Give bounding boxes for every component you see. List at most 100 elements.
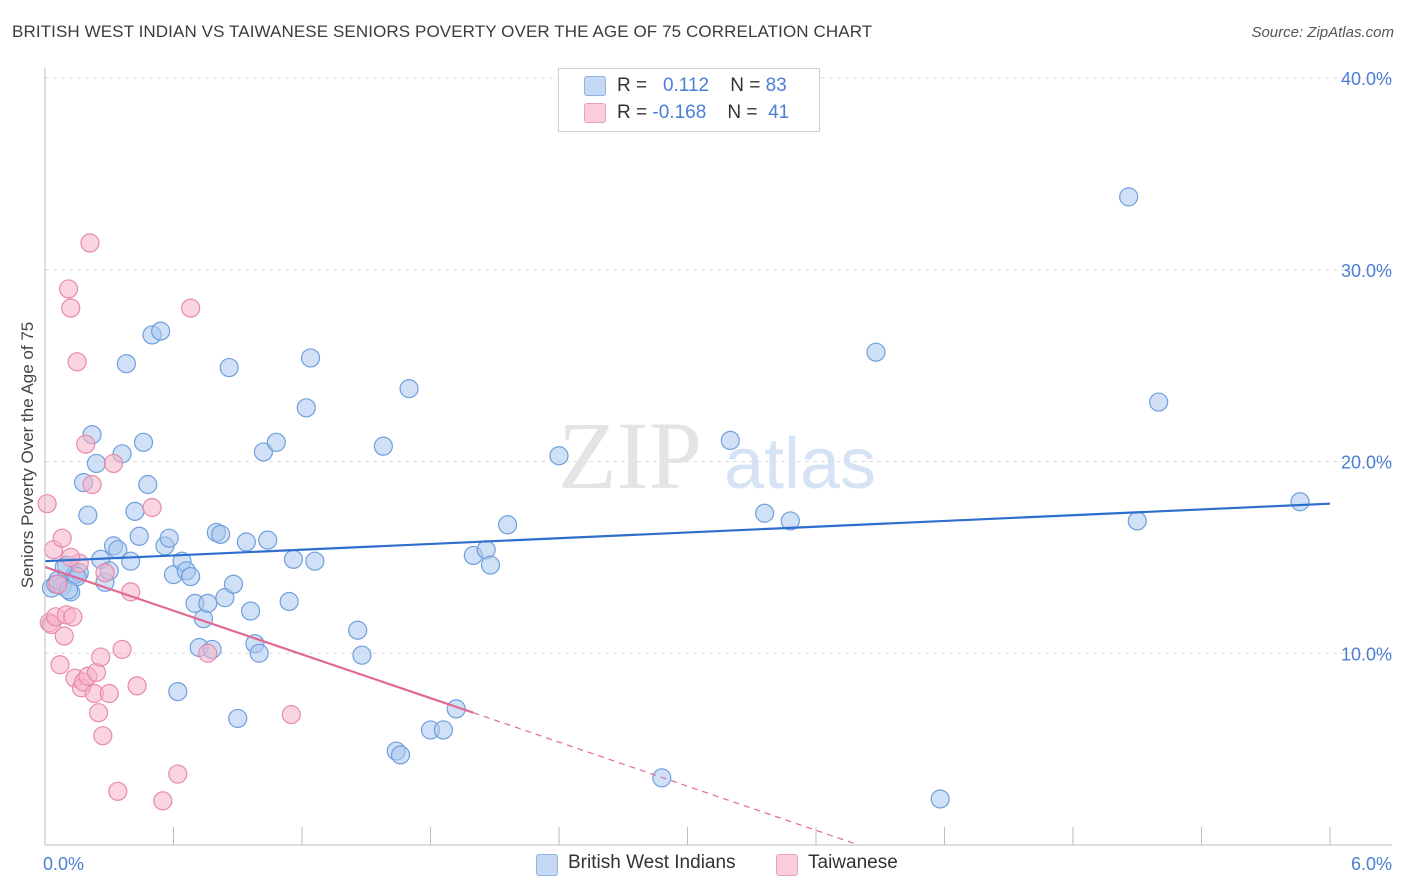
british-west-indians-point: [236, 532, 256, 552]
legend-swatch-blue: [584, 76, 606, 96]
legend-label: Taiwanese: [808, 852, 898, 873]
taiwanese-point: [112, 639, 132, 660]
taiwanese-point: [103, 453, 124, 474]
taiwanese-point: [198, 643, 218, 663]
taiwanese-point: [67, 352, 87, 372]
british-west-indians-point: [78, 505, 98, 525]
taiwanese-point: [142, 497, 162, 518]
x-tick-label: 6.0%: [1351, 854, 1392, 874]
british-west-indians-point: [1290, 492, 1310, 512]
legend-text: R = -0.168 N = 41: [617, 102, 789, 124]
british-west-indians-point: [373, 436, 393, 456]
taiwanese-point: [95, 563, 115, 583]
taiwanese-point: [181, 298, 201, 318]
british-west-indians-point: [253, 442, 274, 462]
taiwanese-trend-extension: [473, 712, 860, 846]
watermark-atlas: atlas: [724, 424, 876, 504]
british-west-indians-point: [116, 354, 136, 374]
n-label: N =: [730, 75, 761, 96]
british-west-indians-point: [121, 551, 141, 571]
taiwanese-point: [48, 574, 68, 594]
r-label: R =: [617, 102, 648, 123]
taiwanese-point: [99, 683, 119, 704]
british-west-indians-point: [211, 524, 231, 544]
taiwanese-point: [61, 547, 81, 567]
x-tick-label: 0.0%: [43, 854, 84, 874]
r-value: -0.168: [652, 102, 707, 123]
british-west-indians-trend-line: [44, 502, 1331, 563]
british-west-indians-point: [266, 432, 286, 452]
british-west-indians-point: [390, 745, 411, 765]
british-west-indians-point: [168, 681, 188, 702]
british-west-indians-point: [223, 574, 244, 594]
n-label: N =: [727, 102, 758, 123]
points-layer: [37, 187, 1310, 811]
british-west-indians-point: [159, 528, 179, 548]
taiwanese-point: [63, 607, 83, 627]
british-west-indians-point: [305, 551, 325, 571]
watermark-zip: ZIP: [558, 402, 702, 509]
y-axis-label: Seniors Poverty Over the Age of 75: [18, 321, 37, 589]
source-label: Source: ZipAtlas.com: [1251, 24, 1394, 41]
british-west-indians-point: [348, 620, 368, 640]
british-west-indians-point: [138, 474, 158, 495]
taiwanese-point: [82, 474, 102, 495]
british-west-indians-point: [930, 789, 950, 809]
r-value: 0.112: [662, 75, 710, 96]
taiwanese-point: [153, 791, 173, 811]
taiwanese-point: [80, 233, 100, 253]
legend-swatch-pink: [776, 854, 798, 876]
british-west-indians-point: [198, 593, 218, 613]
british-west-indians-point: [258, 530, 278, 550]
r-label: R =: [617, 75, 648, 96]
taiwanese-point: [108, 781, 128, 801]
legend-text: R = 0.112 N = 83: [617, 75, 787, 97]
legend-swatch-pink: [584, 103, 606, 123]
british-west-indians-point: [181, 566, 201, 587]
taiwanese-point: [91, 647, 111, 667]
taiwanese-point: [37, 494, 57, 514]
british-west-indians-point: [549, 446, 569, 466]
british-west-indians-point: [300, 348, 321, 368]
taiwanese-point: [168, 764, 188, 784]
british-west-indians-point: [151, 321, 171, 341]
taiwanese-point: [93, 726, 113, 746]
british-west-indians-point: [133, 432, 154, 452]
correlation-legend: R = 0.112 N = 83 R = -0.168 N = 41: [558, 68, 820, 132]
british-west-indians-point: [228, 708, 248, 729]
british-west-indians-point: [1119, 187, 1139, 207]
taiwanese-point: [127, 676, 147, 696]
british-west-indians-point: [283, 549, 304, 569]
british-west-indians-point: [498, 515, 518, 535]
british-west-indians-point: [125, 501, 145, 521]
taiwanese-point: [52, 528, 72, 548]
british-west-indians-point: [249, 643, 269, 663]
taiwanese-point: [54, 626, 74, 646]
n-value: 41: [768, 102, 790, 123]
british-west-indians-point: [279, 591, 299, 612]
y-tick-label: 20.0%: [1341, 453, 1392, 473]
chart-title: BRITISH WEST INDIAN VS TAIWANESE SENIORS…: [12, 22, 873, 41]
british-west-indians-point: [86, 453, 107, 474]
trend-lines-layer: [44, 502, 1331, 846]
british-west-indians-point: [399, 379, 419, 399]
legend-swatch-blue: [536, 854, 558, 876]
axes-layer: 10.0% 20.0% 30.0% 40.0% 0.0% 6.0%: [43, 68, 1392, 874]
british-west-indians-point: [480, 555, 501, 575]
british-west-indians-point: [433, 720, 453, 740]
british-west-indians-point: [215, 588, 235, 608]
british-west-indians-point: [241, 601, 261, 621]
british-west-indians-point: [296, 398, 316, 418]
british-west-indians-point: [129, 526, 149, 546]
british-west-indians-point: [720, 430, 740, 451]
taiwanese-point: [76, 434, 96, 454]
taiwanese-point: [58, 279, 79, 299]
y-tick-label: 10.0%: [1341, 644, 1392, 664]
taiwanese-point: [61, 298, 81, 318]
taiwanese-point: [281, 705, 301, 725]
y-tick-label: 40.0%: [1341, 69, 1392, 89]
british-west-indians-point: [1149, 392, 1169, 412]
british-west-indians-point: [754, 503, 775, 523]
british-west-indians-point: [1127, 511, 1147, 531]
